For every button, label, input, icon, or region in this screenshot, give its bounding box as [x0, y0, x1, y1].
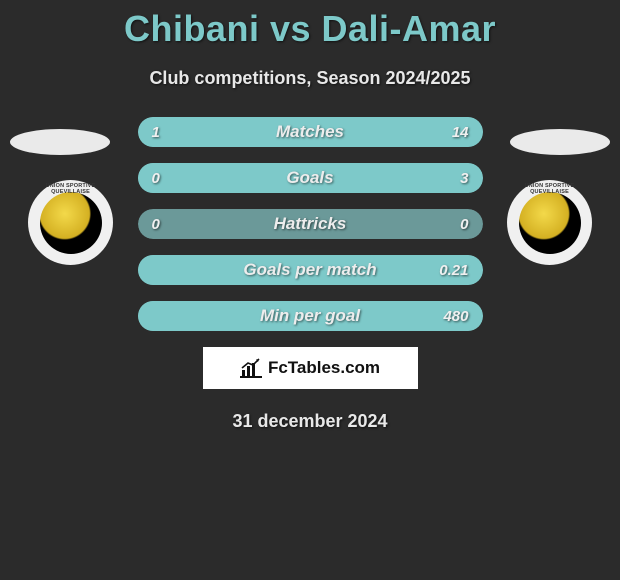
stat-label: Min per goal	[138, 306, 483, 326]
stat-rows: 1Matches140Goals30Hattricks0Goals per ma…	[138, 117, 483, 331]
stat-value-right: 0.21	[439, 262, 468, 279]
player-ellipse-left	[10, 129, 110, 155]
chart-icon	[240, 358, 262, 378]
comparison-card: Chibani vs Dali-Amar Club competitions, …	[0, 0, 620, 432]
stat-row: Goals per match0.21	[138, 255, 483, 285]
stat-row: Min per goal480	[138, 301, 483, 331]
club-badge-left: UNION SPORTIVE QUEVILLAISE	[28, 180, 113, 265]
stat-label: Hattricks	[138, 214, 483, 234]
subtitle: Club competitions, Season 2024/2025	[0, 68, 620, 89]
stat-row: 1Matches14	[138, 117, 483, 147]
stat-row: 0Goals3	[138, 163, 483, 193]
club-badge-text-right: UNION SPORTIVE QUEVILLAISE	[507, 183, 592, 195]
club-badge-right: UNION SPORTIVE QUEVILLAISE	[507, 180, 592, 265]
stat-label: Goals per match	[138, 260, 483, 280]
stat-label: Goals	[138, 168, 483, 188]
club-badge-text-left: UNION SPORTIVE QUEVILLAISE	[28, 183, 113, 195]
stat-label: Matches	[138, 122, 483, 142]
club-badge-inner-left	[40, 192, 102, 254]
brand-box[interactable]: FcTables.com	[203, 347, 418, 389]
brand-text: FcTables.com	[268, 358, 380, 378]
stat-value-right: 480	[443, 308, 468, 325]
club-badge-inner-right	[519, 192, 581, 254]
page-title: Chibani vs Dali-Amar	[0, 0, 620, 50]
date-label: 31 december 2024	[0, 411, 620, 432]
stat-value-right: 14	[452, 124, 469, 141]
stat-value-right: 0	[460, 216, 468, 233]
content-area: UNION SPORTIVE QUEVILLAISE UNION SPORTIV…	[0, 117, 620, 432]
stat-value-right: 3	[460, 170, 468, 187]
stat-row: 0Hattricks0	[138, 209, 483, 239]
player-ellipse-right	[510, 129, 610, 155]
